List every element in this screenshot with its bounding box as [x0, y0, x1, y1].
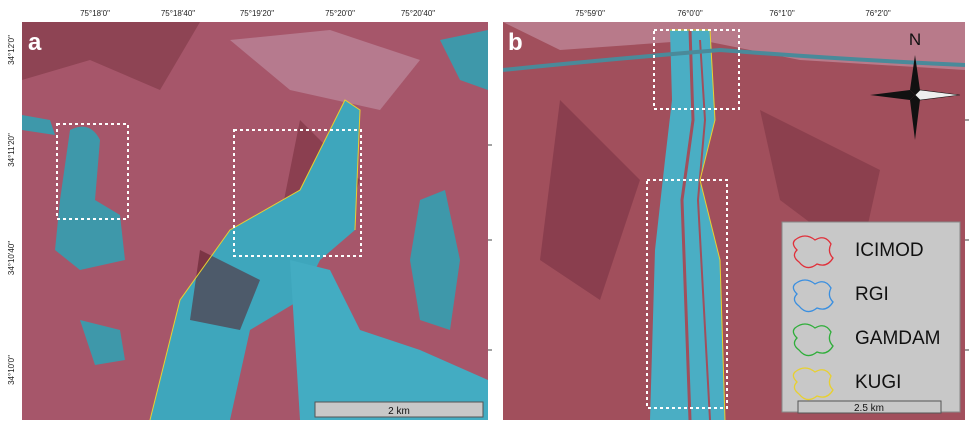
longitude-label: 76°1'0" [769, 9, 795, 18]
longitude-label: 75°18'40" [161, 9, 195, 18]
north-label: N [909, 30, 921, 49]
longitude-label: 75°18'0" [80, 9, 110, 18]
legend-label: KUGI [855, 372, 901, 393]
latitude-label: 34°10'0" [7, 355, 16, 385]
panel-a-image [22, 22, 488, 420]
longitude-label: 75°20'0" [325, 9, 355, 18]
latitude-label: 34°10'40" [7, 241, 16, 275]
longitude-label: 75°19'20" [240, 9, 274, 18]
panel-b-image [503, 22, 965, 420]
panel-label: b [508, 29, 523, 56]
longitude-label: 76°0'0" [677, 9, 703, 18]
legend-label: ICIMOD [855, 240, 924, 261]
scale-bar-label: 2.5 km [854, 403, 884, 414]
latitude-label: 34°11'20" [7, 133, 16, 167]
longitude-label: 75°59'0" [575, 9, 605, 18]
legend-label: GAMDAM [855, 328, 941, 349]
panel-label: a [28, 29, 42, 56]
legend-label: RGI [855, 284, 889, 305]
latitude-label: 34°12'0" [7, 35, 16, 65]
longitude-label: 76°2'0" [865, 9, 891, 18]
longitude-label: 75°20'40" [401, 9, 435, 18]
scale-bar-label: 2 km [388, 406, 410, 417]
figure: a b 2 km 2.5 km N 75°18'0" 75°18'40" 75°19… [0, 0, 970, 421]
